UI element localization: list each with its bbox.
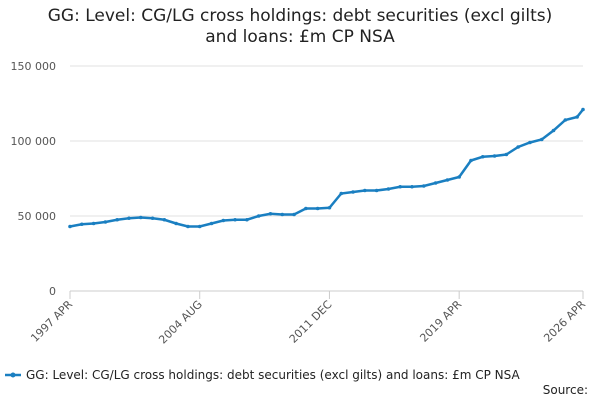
data-point <box>363 188 367 193</box>
data-point <box>209 221 214 226</box>
x-tick-label: 2004 AUG <box>156 298 205 347</box>
x-tick-label: 2011 DEC <box>287 298 335 346</box>
data-point <box>91 221 96 226</box>
data-point <box>575 115 579 119</box>
y-tick-label: 0 <box>49 285 56 298</box>
data-point <box>516 145 520 149</box>
data-point <box>563 118 568 122</box>
legend-label: GG: Level: CG/LG cross holdings: debt se… <box>26 368 520 382</box>
data-line <box>69 108 584 228</box>
data-point <box>539 137 544 142</box>
source: Source: <box>543 383 588 397</box>
y-tick-label: 50 000 <box>18 210 57 223</box>
data-point <box>245 217 249 222</box>
data-point <box>351 190 355 194</box>
data-point <box>480 154 485 159</box>
data-point <box>79 222 84 227</box>
data-point <box>327 205 332 210</box>
data-point <box>398 184 403 189</box>
data-point <box>127 216 131 221</box>
data-point <box>551 128 556 133</box>
data-point <box>221 218 226 223</box>
data-point <box>115 217 119 222</box>
data-point <box>469 158 473 163</box>
data-point <box>581 107 585 112</box>
data-point <box>103 220 108 224</box>
data-point <box>162 217 167 222</box>
data-point <box>174 221 178 226</box>
data-point <box>138 215 143 220</box>
data-point <box>374 188 379 193</box>
data-point <box>492 154 497 158</box>
data-point <box>421 184 426 188</box>
data-point <box>315 206 320 211</box>
data-point <box>304 206 308 211</box>
data-point <box>233 217 237 222</box>
data-point <box>410 184 414 189</box>
legend-marker <box>10 372 16 378</box>
data-point <box>386 187 391 191</box>
x-tick-label: 1997 APR <box>28 298 75 345</box>
x-tick-label: 2026 APR <box>541 298 588 345</box>
data-point <box>68 224 72 229</box>
data-point <box>457 175 461 179</box>
data-point <box>528 140 532 145</box>
data-point <box>280 212 285 217</box>
data-point <box>256 214 261 218</box>
y-tick-label: 100 000 <box>11 135 57 148</box>
data-point <box>339 191 344 196</box>
x-tick-label: 2019 APR <box>417 298 464 345</box>
data-point <box>504 152 509 157</box>
data-point <box>433 181 438 185</box>
data-point <box>197 224 202 229</box>
data-point <box>445 178 450 182</box>
data-point <box>292 212 296 217</box>
y-tick-label: 150 000 <box>11 60 57 73</box>
data-point <box>268 211 273 216</box>
data-point <box>150 216 155 221</box>
data-point <box>186 224 190 229</box>
chart-title: GG: Level: CG/LG cross holdings: debt se… <box>47 6 553 47</box>
